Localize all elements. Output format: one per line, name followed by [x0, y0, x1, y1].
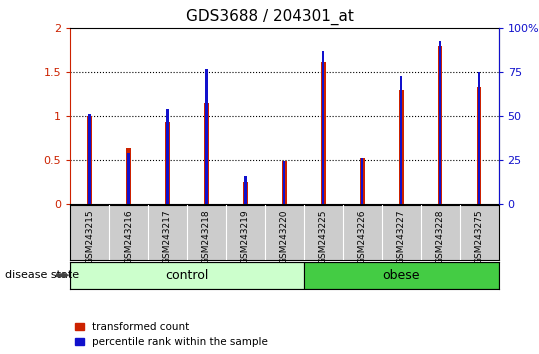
- Bar: [205, 69, 208, 204]
- Text: GSM243219: GSM243219: [241, 210, 250, 264]
- Bar: [165, 122, 170, 204]
- Text: GSM243275: GSM243275: [475, 210, 483, 264]
- Bar: [321, 62, 326, 204]
- Legend: transformed count, percentile rank within the sample: transformed count, percentile rank withi…: [75, 322, 268, 347]
- Bar: [204, 103, 209, 204]
- Text: GSM243226: GSM243226: [358, 210, 367, 264]
- Bar: [282, 161, 287, 204]
- Bar: [88, 114, 91, 204]
- Bar: [438, 46, 443, 204]
- Text: GDS3688 / 204301_at: GDS3688 / 204301_at: [185, 9, 354, 25]
- Bar: [361, 158, 363, 204]
- Bar: [322, 51, 324, 204]
- Bar: [400, 76, 402, 204]
- Text: GSM243228: GSM243228: [436, 210, 445, 264]
- Bar: [167, 109, 169, 204]
- Text: obese: obese: [383, 269, 420, 282]
- Bar: [243, 182, 248, 204]
- Text: GSM243215: GSM243215: [85, 210, 94, 264]
- Text: GSM243216: GSM243216: [124, 210, 133, 264]
- Text: disease state: disease state: [5, 270, 80, 280]
- Bar: [126, 148, 131, 204]
- Bar: [477, 87, 481, 204]
- Text: GSM243217: GSM243217: [163, 210, 172, 264]
- Text: control: control: [165, 269, 209, 282]
- Bar: [399, 90, 404, 204]
- Text: GSM243225: GSM243225: [319, 210, 328, 264]
- Bar: [304, 262, 499, 289]
- Bar: [439, 41, 441, 204]
- Bar: [87, 116, 92, 204]
- Bar: [478, 72, 480, 204]
- Bar: [127, 153, 130, 204]
- Text: GSM243220: GSM243220: [280, 210, 289, 264]
- Bar: [244, 176, 246, 204]
- Bar: [283, 161, 286, 204]
- Text: GSM243218: GSM243218: [202, 210, 211, 264]
- Bar: [360, 158, 364, 204]
- Bar: [70, 262, 304, 289]
- Text: GSM243227: GSM243227: [397, 210, 406, 264]
